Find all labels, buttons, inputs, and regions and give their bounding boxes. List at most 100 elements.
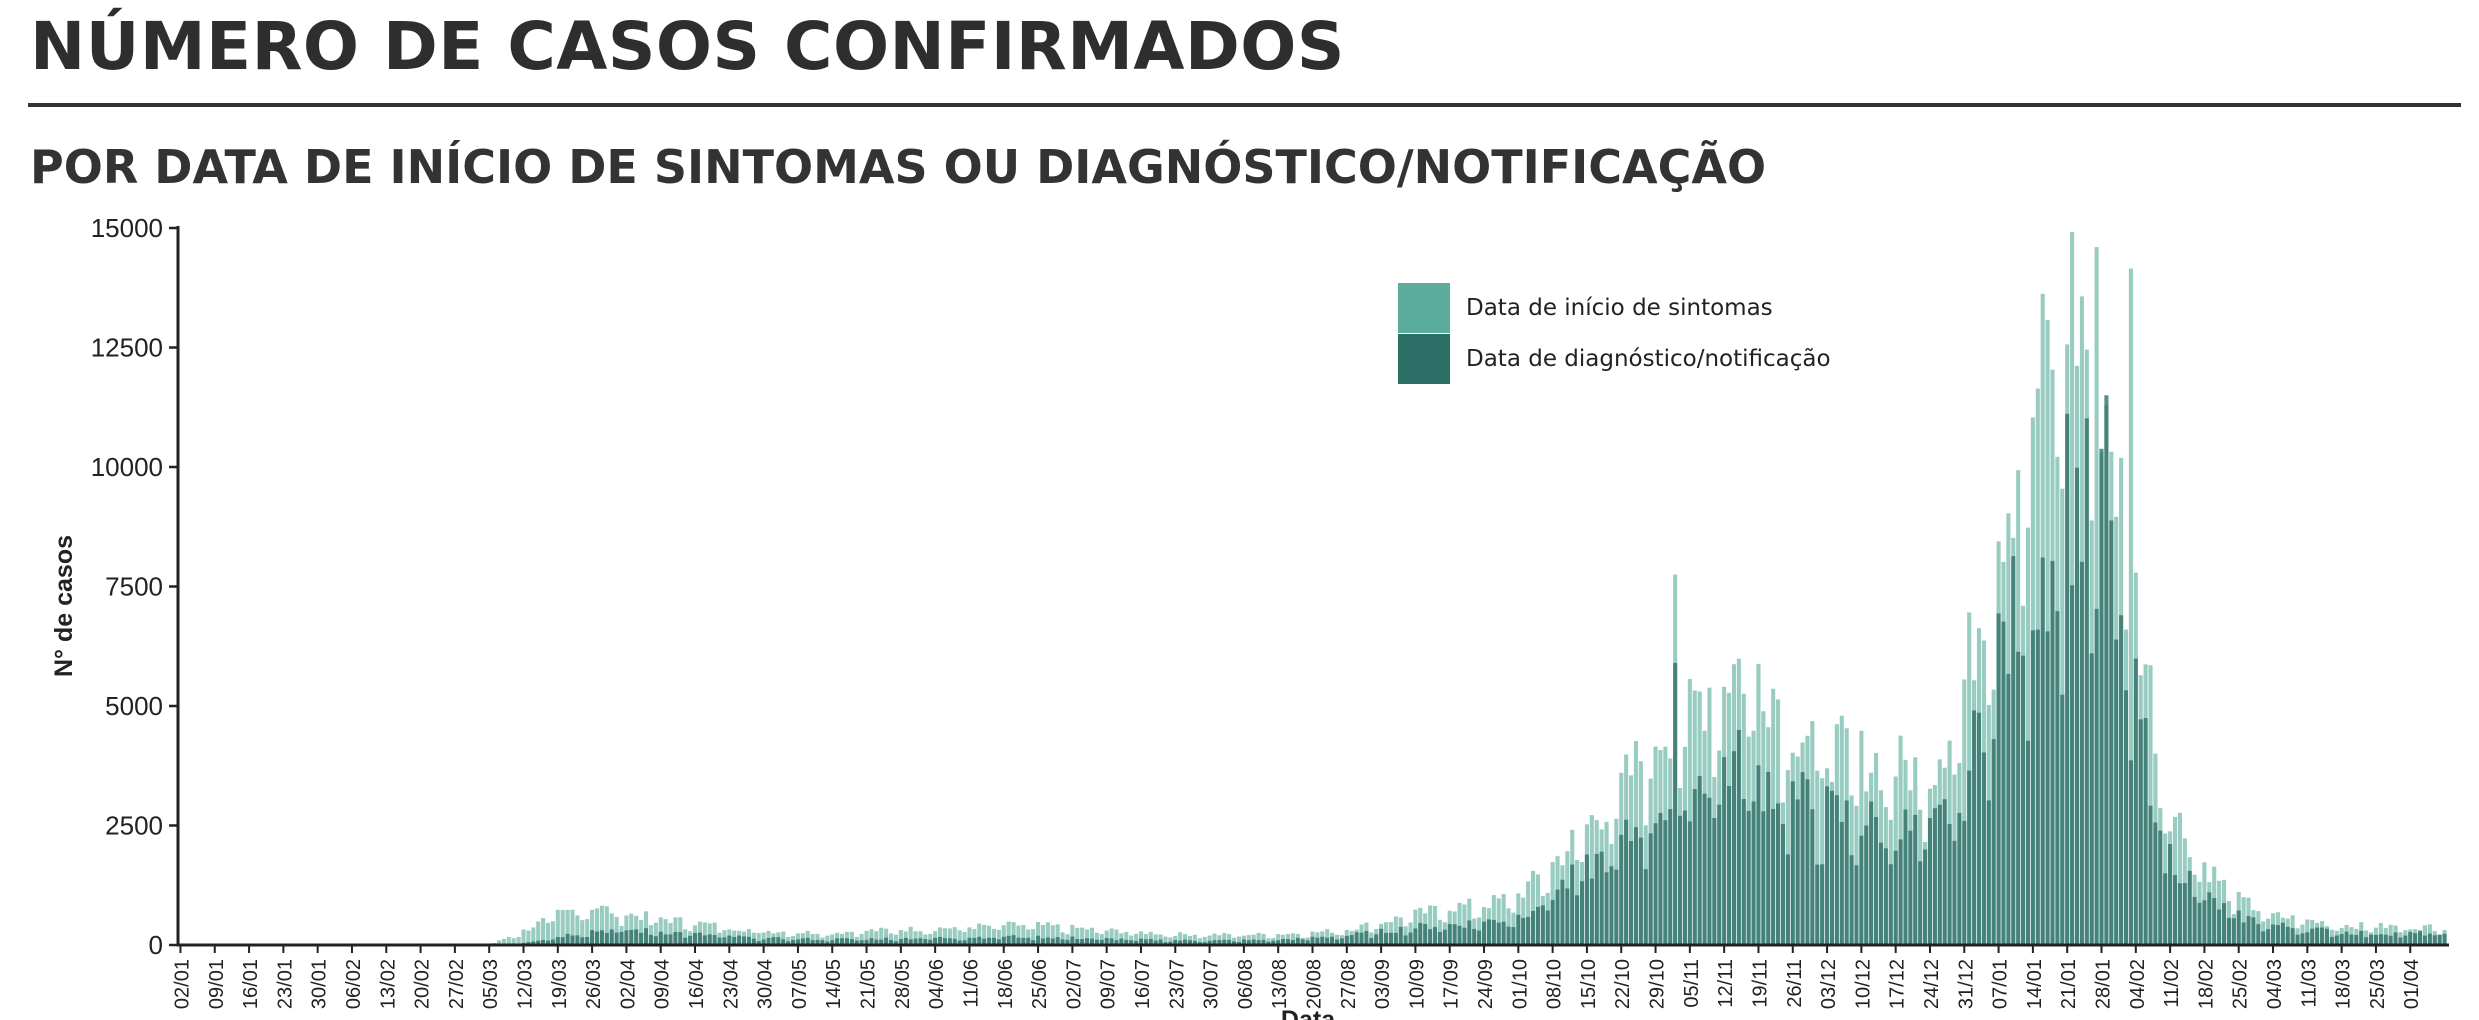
- legend-item-diagnosis: Data de diagnóstico/notificação: [1398, 334, 1831, 384]
- bar-diagnosis: [2006, 673, 2011, 945]
- bar-diagnosis: [1869, 801, 1874, 945]
- bar-diagnosis: [1359, 932, 1364, 945]
- bar-symptom-onset: [1227, 934, 1232, 945]
- bar-diagnosis: [1756, 765, 1761, 945]
- bar-diagnosis: [1800, 772, 1805, 945]
- bar-diagnosis: [913, 938, 918, 945]
- bar-diagnosis: [2040, 557, 2045, 945]
- x-tick-label: 17/09: [1441, 959, 1463, 1009]
- bar-diagnosis: [1104, 937, 1109, 945]
- bar-diagnosis: [2418, 931, 2423, 945]
- bar-diagnosis: [903, 937, 908, 945]
- bar-symptom-onset: [2388, 924, 2393, 945]
- bar-diagnosis: [1016, 937, 1021, 945]
- bar-diagnosis: [1957, 813, 1962, 945]
- y-tick-label: 2500: [105, 811, 163, 841]
- bar-diagnosis: [1442, 929, 1447, 945]
- bar-diagnosis: [1820, 864, 1825, 945]
- bar-diagnosis: [962, 940, 967, 945]
- bar-diagnosis: [531, 941, 536, 945]
- bar-diagnosis: [2246, 915, 2251, 945]
- bar-diagnosis: [1432, 927, 1438, 945]
- bar-diagnosis: [722, 937, 727, 945]
- bar-diagnosis: [1575, 895, 1580, 945]
- x-tick-label: 12/03: [515, 959, 537, 1009]
- bar-symptom-onset: [977, 923, 982, 945]
- bar-diagnosis: [541, 939, 546, 945]
- bar-symptom-onset: [565, 909, 570, 945]
- bar-diagnosis: [702, 935, 707, 945]
- bar-diagnosis: [2011, 556, 2016, 945]
- bar-diagnosis: [2035, 629, 2040, 945]
- bar-symptom-onset: [967, 927, 972, 945]
- bar-symptom-onset: [1040, 925, 1046, 945]
- y-tick-label: 5000: [105, 691, 163, 721]
- bar-diagnosis: [1918, 861, 1923, 945]
- bar-diagnosis: [1624, 819, 1629, 945]
- bar-symptom-onset: [972, 929, 977, 945]
- bar-diagnosis: [2408, 931, 2413, 945]
- bar-diagnosis: [1212, 940, 1217, 945]
- bar-diagnosis: [1075, 938, 1080, 945]
- bar-symptom-onset: [825, 935, 830, 945]
- bar-symptom-onset: [1094, 932, 1099, 945]
- bar-diagnosis: [2089, 653, 2094, 945]
- bar-diagnosis: [1374, 934, 1379, 945]
- legend-item-symptom-onset: Data de início de sintomas: [1398, 283, 1831, 333]
- bar-diagnosis: [2016, 651, 2021, 945]
- bar-diagnosis: [1364, 931, 1369, 945]
- bar-symptom-onset: [2177, 812, 2182, 945]
- x-tick-label: 10/12: [1852, 959, 1874, 1009]
- bar-diagnosis: [1040, 938, 1046, 945]
- bar-diagnosis: [1281, 938, 1286, 945]
- bar-symptom-onset: [712, 922, 717, 945]
- bar-diagnosis: [2388, 935, 2393, 945]
- bar-symptom-onset: [1393, 916, 1398, 945]
- bar-diagnosis: [1168, 941, 1173, 945]
- bar-diagnosis: [2187, 870, 2192, 945]
- bar-diagnosis: [1511, 927, 1516, 945]
- bar-diagnosis: [1256, 940, 1261, 945]
- bar-diagnosis: [2364, 937, 2369, 945]
- bar-symptom-onset: [957, 930, 962, 945]
- bar-diagnosis: [1746, 810, 1751, 945]
- bar-symptom-onset: [1134, 933, 1139, 945]
- bar-diagnosis: [697, 932, 702, 945]
- bar-symptom-onset: [2422, 925, 2427, 945]
- bar-diagnosis: [1320, 936, 1325, 945]
- bar-diagnosis: [933, 937, 938, 945]
- bar-diagnosis: [560, 937, 565, 945]
- bar-diagnosis: [1481, 921, 1487, 945]
- bar-symptom-onset: [1104, 930, 1109, 945]
- x-tick-label: 11/03: [2298, 959, 2320, 1008]
- bar-diagnosis: [928, 939, 933, 945]
- bar-diagnosis: [2270, 924, 2276, 945]
- bar-symptom-onset: [673, 917, 678, 945]
- bar-diagnosis: [1839, 821, 1844, 945]
- x-tick-label: 13/08: [1269, 959, 1291, 1009]
- bar-diagnosis: [1080, 939, 1085, 945]
- bar-diagnosis: [1124, 939, 1129, 945]
- bar-diagnosis: [1878, 842, 1884, 945]
- x-tick-label: 09/04: [652, 959, 674, 1009]
- bar-diagnosis: [2177, 883, 2182, 945]
- bar-diagnosis: [2104, 395, 2109, 945]
- bar-diagnosis: [1334, 939, 1340, 945]
- bar-symptom-onset: [1124, 931, 1129, 945]
- x-tick-label: 26/03: [583, 959, 605, 1009]
- bar-symptom-onset: [1432, 906, 1438, 945]
- bar-diagnosis: [1991, 739, 1996, 945]
- bar-diagnosis: [1349, 935, 1354, 945]
- bar-diagnosis: [751, 938, 756, 945]
- bar-symptom-onset: [1413, 909, 1418, 945]
- bar-diagnosis: [609, 929, 614, 945]
- bar-symptom-onset: [1276, 934, 1281, 945]
- bar-diagnosis: [854, 940, 859, 945]
- bar-symptom-onset: [1001, 925, 1006, 945]
- bar-diagnosis: [1045, 937, 1050, 945]
- bar-diagnosis: [1369, 937, 1374, 945]
- bar-diagnosis: [2021, 655, 2026, 945]
- bar-diagnosis: [1232, 941, 1237, 945]
- bar-diagnosis: [2359, 930, 2364, 945]
- bar-symptom-onset: [526, 930, 531, 945]
